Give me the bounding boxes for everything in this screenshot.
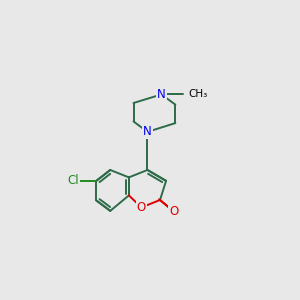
Text: O: O bbox=[169, 205, 178, 218]
Text: N: N bbox=[157, 88, 166, 101]
Text: O: O bbox=[137, 201, 146, 214]
Text: Cl: Cl bbox=[68, 174, 79, 187]
Text: N: N bbox=[143, 125, 152, 138]
Text: CH₃: CH₃ bbox=[188, 89, 207, 99]
